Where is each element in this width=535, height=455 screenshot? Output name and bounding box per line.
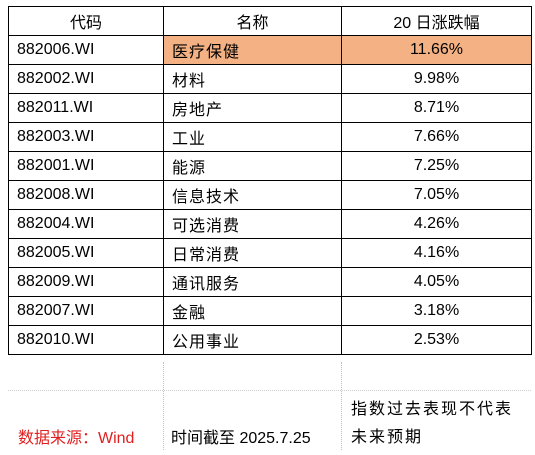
cell-change[interactable]: 8.71% [341, 93, 532, 123]
header-name[interactable]: 名称 [163, 6, 342, 36]
as-of-date-note[interactable]: 时间截至 2025.7.25 [171, 430, 311, 447]
table-row: 882008.WI 信息技术 7.05% [8, 180, 532, 210]
cell-change[interactable]: 4.26% [341, 209, 532, 239]
cell-code[interactable]: 882009.WI [8, 267, 164, 297]
table-row: 882010.WI 公用事业 2.53% [8, 325, 532, 355]
cell-change[interactable]: 7.25% [341, 151, 532, 181]
cell-change[interactable]: 11.66% [341, 35, 532, 65]
table-row: 882001.WI 能源 7.25% [8, 151, 532, 181]
data-source-note[interactable]: 数据来源：Wind [18, 430, 135, 447]
cell-name[interactable]: 能源 [163, 151, 342, 181]
cell-change[interactable]: 2.53% [341, 325, 532, 355]
gridline [8, 390, 531, 391]
cell-name[interactable]: 材料 [163, 64, 342, 94]
header-row: 代码 名称 20 日涨跌幅 [8, 6, 532, 36]
cell-change[interactable]: 7.05% [341, 180, 532, 210]
disclaimer-note[interactable]: 指数过去表现不代表未来预期 [351, 401, 514, 446]
cell-name[interactable]: 金融 [163, 296, 342, 326]
table-row: 882002.WI 材料 9.98% [8, 64, 532, 94]
cell-name[interactable]: 可选消费 [163, 209, 342, 239]
table-row: 882011.WI 房地产 8.71% [8, 93, 532, 123]
cell-name[interactable]: 日常消费 [163, 238, 342, 268]
footer-area: 数据来源：Wind 时间截至 2025.7.25 指数过去表现不代表未来预期 [8, 362, 531, 450]
table-row: 882007.WI 金融 3.18% [8, 296, 532, 326]
table-row: 882003.WI 工业 7.66% [8, 122, 532, 152]
header-code[interactable]: 代码 [8, 6, 164, 36]
cell-name[interactable]: 工业 [163, 122, 342, 152]
header-change[interactable]: 20 日涨跌幅 [341, 6, 532, 36]
cell-code[interactable]: 882001.WI [8, 151, 164, 181]
table-row: 882009.WI 通讯服务 4.05% [8, 267, 532, 297]
cell-code[interactable]: 882006.WI [8, 35, 164, 65]
index-performance-table: 代码 名称 20 日涨跌幅 882006.WI 医疗保健 11.66% 882002.… [8, 6, 532, 355]
cell-change[interactable]: 7.66% [341, 122, 532, 152]
cell-name[interactable]: 医疗保健 [163, 35, 342, 65]
cell-code[interactable]: 882008.WI [8, 180, 164, 210]
gridline [163, 362, 164, 450]
table-row: 882004.WI 可选消费 4.26% [8, 209, 532, 239]
cell-code[interactable]: 882005.WI [8, 238, 164, 268]
cell-name[interactable]: 房地产 [163, 93, 342, 123]
table-row: 882005.WI 日常消费 4.16% [8, 238, 532, 268]
cell-change[interactable]: 4.05% [341, 267, 532, 297]
cell-change[interactable]: 4.16% [341, 238, 532, 268]
cell-change[interactable]: 3.18% [341, 296, 532, 326]
cell-code[interactable]: 882002.WI [8, 64, 164, 94]
cell-code[interactable]: 882004.WI [8, 209, 164, 239]
cell-name[interactable]: 信息技术 [163, 180, 342, 210]
cell-code[interactable]: 882003.WI [8, 122, 164, 152]
cell-code[interactable]: 882010.WI [8, 325, 164, 355]
cell-change[interactable]: 9.98% [341, 64, 532, 94]
cell-code[interactable]: 882011.WI [8, 93, 164, 123]
gridline [341, 362, 342, 450]
cell-name[interactable]: 通讯服务 [163, 267, 342, 297]
cell-name[interactable]: 公用事业 [163, 325, 342, 355]
cell-code[interactable]: 882007.WI [8, 296, 164, 326]
table-row: 882006.WI 医疗保健 11.66% [8, 35, 532, 65]
